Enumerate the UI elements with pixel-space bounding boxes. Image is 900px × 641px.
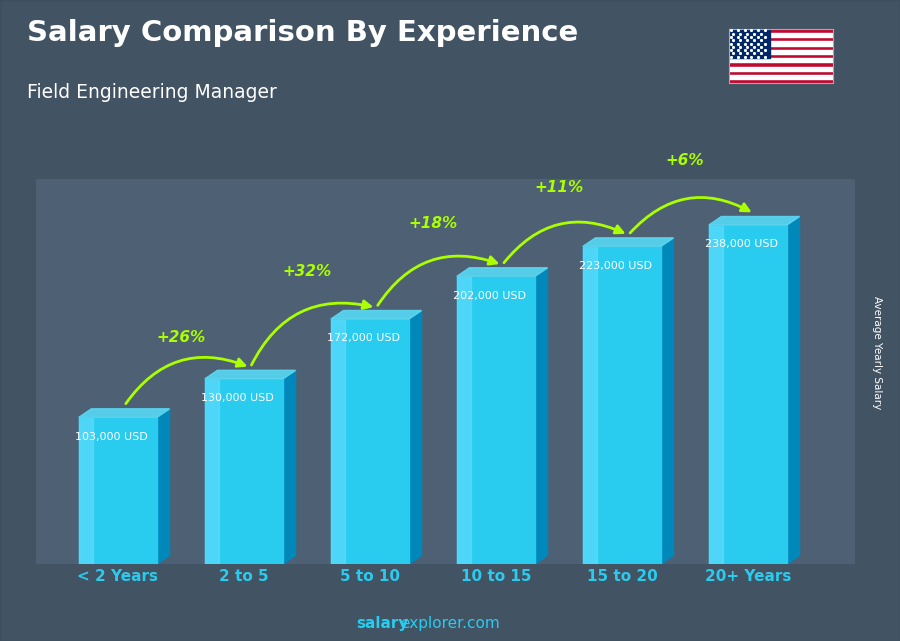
Polygon shape xyxy=(787,217,799,564)
Bar xyxy=(729,67,832,71)
Polygon shape xyxy=(535,268,547,564)
Bar xyxy=(709,225,787,564)
Bar xyxy=(331,319,345,564)
Bar xyxy=(729,50,832,54)
Bar xyxy=(79,417,157,564)
Polygon shape xyxy=(583,238,673,246)
Bar xyxy=(457,276,471,564)
Text: Field Engineering Manager: Field Engineering Manager xyxy=(27,83,277,103)
Bar xyxy=(729,33,832,37)
Text: +26%: +26% xyxy=(157,329,205,345)
Text: Salary Comparison By Experience: Salary Comparison By Experience xyxy=(27,19,578,47)
Text: 103,000 USD: 103,000 USD xyxy=(76,431,148,442)
Bar xyxy=(729,58,832,62)
Bar xyxy=(583,246,661,564)
Text: +11%: +11% xyxy=(535,180,583,195)
Polygon shape xyxy=(409,310,421,564)
Polygon shape xyxy=(709,217,799,225)
Bar xyxy=(583,246,597,564)
Polygon shape xyxy=(205,370,295,379)
Text: 202,000 USD: 202,000 USD xyxy=(453,290,526,301)
Text: 238,000 USD: 238,000 USD xyxy=(705,239,778,249)
Polygon shape xyxy=(331,310,421,319)
Polygon shape xyxy=(709,217,799,225)
Polygon shape xyxy=(79,409,169,417)
Polygon shape xyxy=(205,370,295,379)
Polygon shape xyxy=(283,370,295,564)
Bar xyxy=(457,276,535,564)
Bar xyxy=(205,379,283,564)
Text: +32%: +32% xyxy=(283,264,331,279)
Text: +6%: +6% xyxy=(666,153,704,168)
Polygon shape xyxy=(661,238,673,564)
Text: salary: salary xyxy=(356,617,409,631)
Text: 172,000 USD: 172,000 USD xyxy=(327,333,400,344)
Bar xyxy=(729,75,832,79)
Text: 130,000 USD: 130,000 USD xyxy=(202,393,274,403)
Polygon shape xyxy=(583,238,673,246)
Bar xyxy=(331,319,409,564)
Text: +18%: +18% xyxy=(409,216,457,231)
Text: Average Yearly Salary: Average Yearly Salary xyxy=(872,296,883,409)
Polygon shape xyxy=(457,268,547,276)
Bar xyxy=(729,42,832,46)
Bar xyxy=(709,225,723,564)
Polygon shape xyxy=(79,409,169,417)
Text: explorer.com: explorer.com xyxy=(400,617,500,631)
Bar xyxy=(729,29,770,58)
Bar xyxy=(205,379,219,564)
Bar xyxy=(79,417,93,564)
Text: 223,000 USD: 223,000 USD xyxy=(579,261,652,271)
Polygon shape xyxy=(457,268,547,276)
Polygon shape xyxy=(157,409,169,564)
Polygon shape xyxy=(331,310,421,319)
